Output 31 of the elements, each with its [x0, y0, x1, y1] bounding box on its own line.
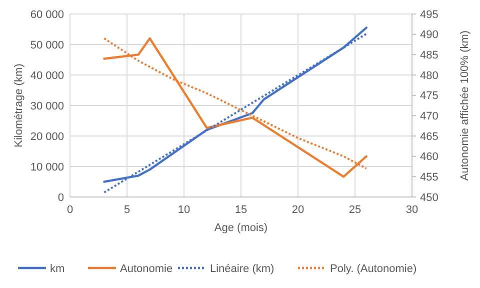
x-tick-label: 25: [348, 204, 362, 216]
x-tick-label: 30: [406, 204, 418, 216]
y-tick-label: 10 000: [30, 161, 64, 174]
y2-tick-label: 490: [420, 29, 438, 42]
y-tick-label: 0: [58, 192, 64, 204]
y2-tick-label: 470: [420, 110, 438, 123]
y2-axis-title: Autonomie affichée 100% (km): [459, 30, 471, 181]
y2-tick-label: 460: [420, 151, 438, 164]
y-tick-label: 60 000: [30, 8, 64, 21]
x-tick-label: 15: [234, 204, 248, 216]
y2-tick-label: 495: [420, 8, 438, 21]
y2-tick-label: 480: [420, 70, 438, 82]
y2-tick-label: 455: [420, 172, 438, 184]
legend-label: Poly. (Autonomie): [330, 262, 417, 275]
x-tick-label: 5: [124, 204, 130, 216]
x-axis-title: Age (mois): [214, 222, 268, 234]
x-tick-label: 20: [292, 204, 304, 216]
y2-tick-label: 450: [420, 192, 438, 204]
x-tick-label: 0: [66, 204, 74, 216]
y2-tick-label: 465: [420, 130, 438, 143]
legend-label: Linéaire (km): [210, 262, 274, 275]
y-tick-label: 20 000: [30, 130, 64, 143]
y-axis-title: Kilométrage (km): [13, 64, 25, 148]
y-tick-label: 40 000: [30, 70, 64, 82]
legend-label: km: [50, 262, 65, 275]
y2-tick-label: 485: [420, 50, 438, 62]
y2-tick-label: 475: [420, 90, 438, 102]
y-tick-label: 50 000: [30, 39, 64, 52]
y-tick-label: 30 000: [30, 100, 64, 112]
x-tick-label: 10: [178, 204, 190, 216]
legend-label: Autonomie: [120, 262, 173, 275]
